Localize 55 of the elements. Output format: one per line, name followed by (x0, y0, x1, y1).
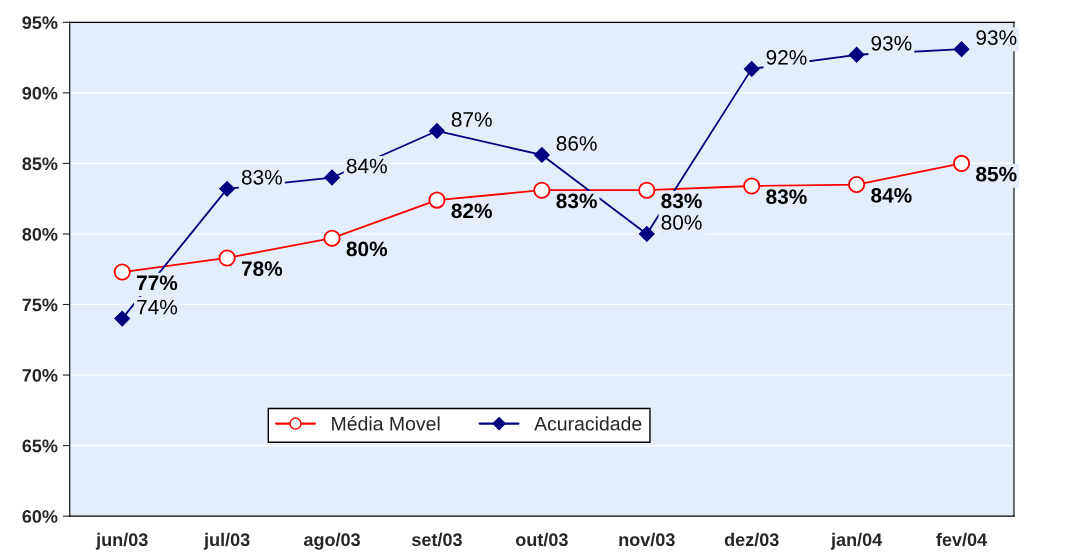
point (848, 176, 866, 194)
x-tick-label: out/03 (515, 532, 568, 547)
data-label: 83% (661, 193, 702, 209)
data-label: 83% (556, 193, 597, 209)
data-label: 85% (976, 166, 1017, 182)
point (218, 249, 236, 267)
data-label: 84% (346, 158, 387, 174)
data-label: 80% (661, 215, 702, 230)
y-tick-label: 70% (22, 368, 58, 382)
y-tick-label: 65% (22, 439, 58, 453)
x-tick-label: set/03 (411, 532, 462, 547)
y-tick-label: 60% (22, 510, 58, 523)
point (953, 41, 970, 57)
data-label: 74% (137, 299, 178, 315)
point (743, 177, 761, 195)
point (533, 181, 551, 199)
point (743, 61, 760, 77)
point (113, 263, 131, 281)
data-label: 93% (976, 30, 1017, 45)
point (429, 123, 445, 139)
x-tick-label: jul/03 (203, 532, 250, 550)
legend-label: Média Movel (332, 416, 440, 431)
data-label: 83% (241, 169, 282, 185)
point (952, 154, 971, 172)
point (639, 226, 655, 242)
data-label: 77% (136, 275, 178, 291)
x-tick-label: jan/04 (830, 532, 883, 550)
data-label: 78% (241, 261, 283, 277)
point (323, 229, 341, 247)
point (219, 181, 235, 197)
point (848, 46, 865, 63)
x-tick-label: ago/03 (303, 532, 360, 550)
point (324, 169, 340, 186)
y-tick-label: 90% (22, 86, 58, 100)
data-label: 82% (451, 203, 492, 219)
data-label: 83% (766, 189, 807, 205)
x-tick-label: jun/03 (95, 532, 148, 550)
x-tick-label: dez/03 (724, 532, 779, 547)
y-tick-label: 75% (22, 298, 58, 312)
data-label: 80% (346, 241, 388, 257)
point (428, 191, 446, 209)
point (534, 147, 550, 163)
data-label: 92% (766, 50, 807, 65)
y-tick-label: 95% (22, 16, 58, 30)
x-tick-label: nov/03 (619, 532, 675, 547)
point (638, 181, 656, 199)
data-label: 84% (871, 187, 912, 203)
legend-label: Acuracidade (534, 416, 642, 431)
y-tick-label: 85% (22, 157, 58, 171)
x-tick-label: fev/04 (936, 532, 988, 547)
data-label: 93% (871, 35, 912, 51)
data-label: 87% (451, 112, 492, 127)
data-label: 86% (556, 136, 597, 151)
point (114, 310, 130, 327)
y-tick-label: 80% (22, 227, 58, 241)
